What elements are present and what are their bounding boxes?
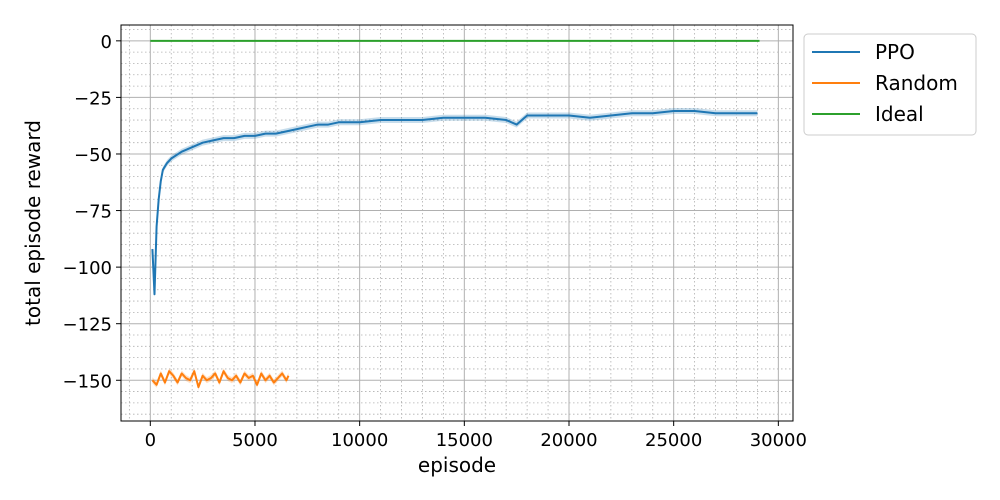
x-tick-label: 0 [145,430,156,451]
y-tick-label: −50 [74,145,112,166]
x-tick-label: 25000 [645,430,702,451]
x-tick-label: 20000 [540,430,597,451]
x-tick-label: 30000 [750,430,807,451]
major-grid [121,25,793,421]
y-tick-label: −75 [74,202,112,223]
x-tick-label: 10000 [331,430,388,451]
series-line [151,109,758,296]
x-tick-label: 15000 [436,430,493,451]
x-tick-label: 5000 [232,430,278,451]
y-tick-label: 0 [101,32,112,53]
y-axis-ticks: 0 −25 −50 −75 −100 −125 −150 [63,32,121,392]
legend-label: PPO [875,40,915,64]
y-axis-label: total episode reward [21,120,45,326]
x-axis-ticks: 0 5000 10000 15000 20000 25000 30000 [145,421,807,451]
legend-label: Random [875,71,958,95]
series-line [151,370,290,389]
legend-label: Ideal [875,102,924,126]
y-tick-label: −100 [63,258,112,279]
y-tick-label: −125 [63,315,112,336]
legend: PPO Random Ideal [803,33,977,136]
minor-grid [121,25,793,421]
y-tick-label: −150 [63,371,112,392]
y-tick-label: −25 [74,88,112,109]
plot-frame [120,24,794,422]
plot-series [150,39,760,391]
x-axis-label: episode [418,453,496,477]
legend-box [803,33,977,136]
